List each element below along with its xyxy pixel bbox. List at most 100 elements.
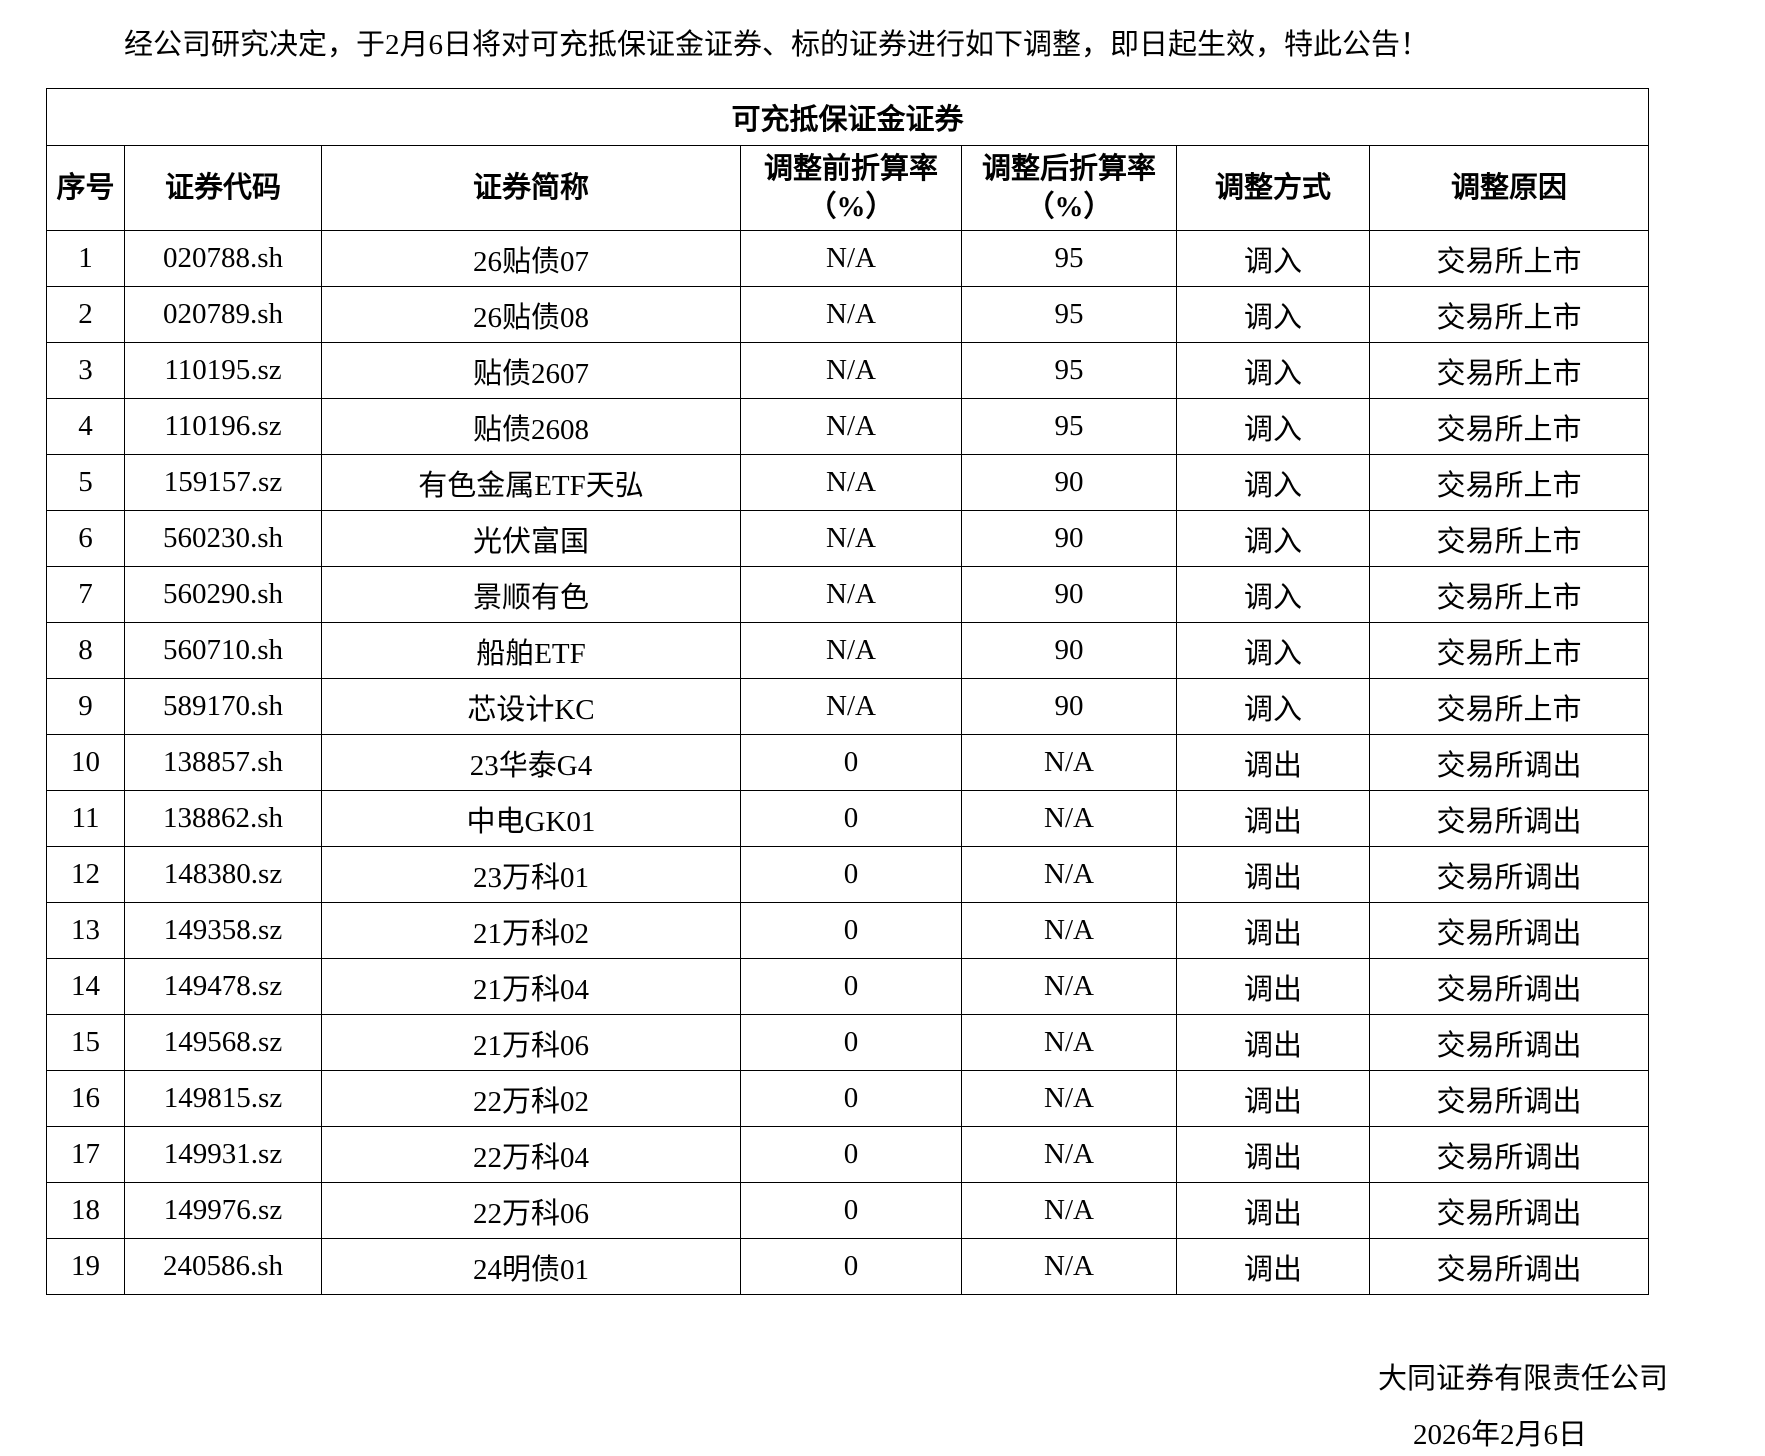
- table-cell: 交易所调出: [1368, 958, 1650, 1015]
- table-cell: N/A: [961, 1126, 1177, 1183]
- table-cell: 芯设计KC: [321, 678, 741, 735]
- table-cell: 90: [961, 510, 1177, 567]
- table-cell: 调入: [1176, 342, 1370, 399]
- table-cell: 5: [46, 454, 125, 511]
- table-cell: 149478.sz: [124, 958, 322, 1015]
- table-row: 18 149976.sz 22万科06 0 N/A 调出 交易所调出: [46, 1182, 1650, 1239]
- table-cell: N/A: [961, 902, 1177, 959]
- table-cell: N/A: [961, 958, 1177, 1015]
- table-cell: 560230.sh: [124, 510, 322, 567]
- table-cell: N/A: [961, 790, 1177, 847]
- table-cell: 调出: [1176, 1182, 1370, 1239]
- table-cell: 90: [961, 566, 1177, 623]
- table-cell: N/A: [740, 678, 962, 735]
- table-cell: 0: [740, 1182, 962, 1239]
- table-cell: 95: [961, 398, 1177, 455]
- table-cell: 26贴债08: [321, 286, 741, 343]
- table-cell: 4: [46, 398, 125, 455]
- table-cell: 21万科06: [321, 1014, 741, 1071]
- table-cell: 95: [961, 230, 1177, 287]
- table-cell: 0: [740, 734, 962, 791]
- table-header-row: 序号 证券代码 证券简称 调整前折算率（%） 调整后折算率（%） 调整方式 调整原因: [46, 145, 1650, 231]
- table-cell: 23华泰G4: [321, 734, 741, 791]
- table-cell: 14: [46, 958, 125, 1015]
- table-cell: 1: [46, 230, 125, 287]
- table-cell: 10: [46, 734, 125, 791]
- company-signature: 大同证券有限责任公司: [1377, 1363, 1668, 1395]
- table-cell: 调入: [1176, 230, 1370, 287]
- table-cell: 560290.sh: [124, 566, 322, 623]
- table-row: 11 138862.sh 中电GK01 0 N/A 调出 交易所调出: [46, 790, 1650, 847]
- table-cell: 020789.sh: [124, 286, 322, 343]
- table-cell: N/A: [740, 566, 962, 623]
- table-cell: 调出: [1176, 1070, 1370, 1127]
- table-cell: 交易所调出: [1368, 1070, 1650, 1127]
- table-cell: 交易所调出: [1368, 1126, 1650, 1183]
- table-row: 4 110196.sz 贴债2608 N/A 95 调入 交易所上市: [46, 398, 1650, 455]
- table-row: 15 149568.sz 21万科06 0 N/A 调出 交易所调出: [46, 1014, 1650, 1071]
- table-row: 17 149931.sz 22万科04 0 N/A 调出 交易所调出: [46, 1126, 1650, 1183]
- table-cell: 调入: [1176, 510, 1370, 567]
- table-cell: 26贴债07: [321, 230, 741, 287]
- table-cell: 21万科04: [321, 958, 741, 1015]
- table-cell: 交易所调出: [1368, 790, 1650, 847]
- table-cell: 有色金属ETF天弘: [321, 454, 741, 511]
- table-cell: 24明债01: [321, 1238, 741, 1295]
- table-row: 10 138857.sh 23华泰G4 0 N/A 调出 交易所调出: [46, 734, 1650, 791]
- table-cell: 调入: [1176, 454, 1370, 511]
- table-cell: N/A: [961, 846, 1177, 903]
- table-cell: 560710.sh: [124, 622, 322, 679]
- table-cell: 6: [46, 510, 125, 567]
- table-cell: 149976.sz: [124, 1182, 322, 1239]
- table-cell: 交易所调出: [1368, 734, 1650, 791]
- table-cell: N/A: [961, 1182, 1177, 1239]
- table-row: 2 020789.sh 26贴债08 N/A 95 调入 交易所上市: [46, 286, 1650, 343]
- table-cell: N/A: [961, 1070, 1177, 1127]
- table-cell: 交易所上市: [1368, 398, 1650, 455]
- table-cell: 110196.sz: [124, 398, 322, 455]
- table-cell: 调入: [1176, 622, 1370, 679]
- table-cell: 7: [46, 566, 125, 623]
- table-cell: 0: [740, 1126, 962, 1183]
- table-cell: 9: [46, 678, 125, 735]
- table-cell: 95: [961, 286, 1177, 343]
- table-cell: 调出: [1176, 902, 1370, 959]
- table-cell: 0: [740, 846, 962, 903]
- table-cell: 贴债2607: [321, 342, 741, 399]
- table-row: 6 560230.sh 光伏富国 N/A 90 调入 交易所上市: [46, 510, 1650, 567]
- table-cell: 18: [46, 1182, 125, 1239]
- table-cell: N/A: [961, 734, 1177, 791]
- table-cell: 19: [46, 1238, 125, 1295]
- table-cell: 159157.sz: [124, 454, 322, 511]
- table-body: 1 020788.sh 26贴债07 N/A 95 调入 交易所上市 2 020789.sh 26…: [46, 230, 1650, 1295]
- column-header: 序号: [46, 145, 125, 231]
- table-cell: 12: [46, 846, 125, 903]
- column-header: 证券代码: [124, 145, 322, 231]
- table-cell: 交易所上市: [1368, 510, 1650, 567]
- table-cell: 交易所调出: [1368, 846, 1650, 903]
- table-cell: N/A: [740, 398, 962, 455]
- table-row: 13 149358.sz 21万科02 0 N/A 调出 交易所调出: [46, 902, 1650, 959]
- table-cell: 调出: [1176, 734, 1370, 791]
- table-cell: 22万科02: [321, 1070, 741, 1127]
- table-cell: N/A: [740, 286, 962, 343]
- table-cell: N/A: [740, 622, 962, 679]
- table-cell: 交易所上市: [1368, 230, 1650, 287]
- table-cell: 交易所上市: [1368, 342, 1650, 399]
- table-cell: 交易所调出: [1368, 1014, 1650, 1071]
- table-cell: 16: [46, 1070, 125, 1127]
- table-cell: 589170.sh: [124, 678, 322, 735]
- table-cell: 2: [46, 286, 125, 343]
- table-cell: 240586.sh: [124, 1238, 322, 1295]
- table-cell: 调出: [1176, 1126, 1370, 1183]
- table-cell: 0: [740, 790, 962, 847]
- table-cell: 交易所上市: [1368, 454, 1650, 511]
- table-cell: 调入: [1176, 398, 1370, 455]
- table-cell: 交易所上市: [1368, 622, 1650, 679]
- table-cell: 149358.sz: [124, 902, 322, 959]
- table-cell: 调出: [1176, 1238, 1370, 1295]
- table-cell: 调出: [1176, 846, 1370, 903]
- table-cell: N/A: [740, 342, 962, 399]
- table-cell: 95: [961, 342, 1177, 399]
- table-row: 5 159157.sz 有色金属ETF天弘 N/A 90 调入 交易所上市: [46, 454, 1650, 511]
